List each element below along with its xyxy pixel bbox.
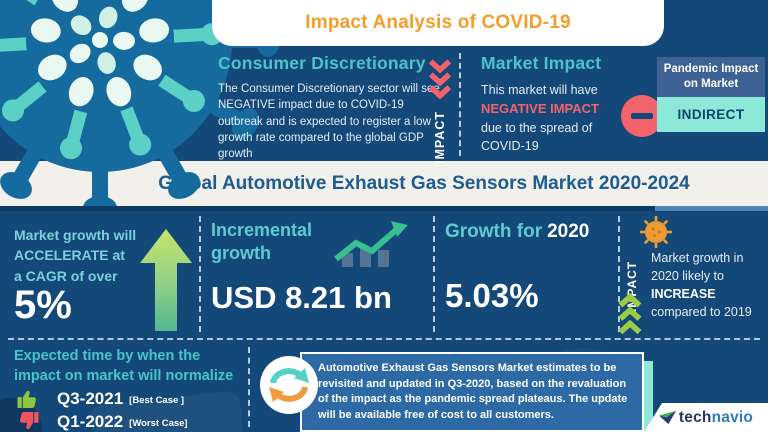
sector-impact-indicator: IMPACT [427,56,453,164]
market-impact-line: due to the spread of [481,120,593,135]
chevrons-down-icon [428,59,452,100]
incremental-line: Incremental [211,220,313,240]
outlook-statement: Market growth in 2020 likely to INCREASE… [651,249,767,322]
minus-circle-icon [621,95,663,137]
consumer-discretionary-body: The Consumer Discretionary sector will s… [218,83,440,161]
growth-label-text: Growth for [445,221,543,242]
cagr-statement: Market growth will ACCELERATE at a CAGR … [14,225,136,286]
refresh-icon [260,356,318,414]
report-title: Global Automotive Exhaust Gas Sensors Ma… [158,172,690,194]
outlook-highlight: INCREASE [651,287,716,302]
pandemic-impact-label: Pandemic Impact on Market [657,57,765,97]
worst-case-value: Q1-2022 [57,411,124,431]
coronavirus-illustration-icon [0,0,280,206]
incremental-growth-label: Incremental growth [211,219,312,264]
market-impact-highlight: NEGATIVE IMPACT [481,100,599,116]
outlook-line: compared to 2019 [651,305,752,320]
thumb-up-icon [17,390,36,409]
best-case-row: Q3-2021 [Best Case ] [16,388,184,409]
worst-case-label: [Worst Case] [129,418,188,429]
pandemic-impact-value: INDIRECT [657,96,765,132]
market-impact-line: This market will have [481,83,598,97]
outlook-line: 2020 likely to [651,269,724,284]
best-case-label: [Best Case ] [129,395,185,406]
consumer-discretionary-title: Consumer Discretionary [218,53,426,73]
dashed-divider-horizontal [8,338,760,340]
thumb-down-icon [20,411,39,430]
banner-title: Impact Analysis of COVID-19 [305,12,571,33]
impact-vertical-label: IMPACT [433,111,447,164]
market-impact-line: COVID-19 [481,139,539,154]
technavio-arrow-icon [659,410,676,424]
outlook-line: Market growth in [651,251,744,265]
cagr-line: Market growth will [14,227,137,243]
incremental-growth-value: USD 8.21 bn [211,280,392,315]
cagr-value: 5% [14,283,72,327]
cagr-line: a CAGR of over [14,267,118,284]
incremental-line: growth [211,242,271,263]
growth-arrow-icon [140,229,192,331]
dashed-divider-vertical [618,216,620,332]
logo-text-tech: tech [678,408,712,426]
market-impact-section: Market Impact This market will have NEGA… [481,53,643,156]
line-chart-icon [334,221,408,267]
dashed-divider-vertical [248,347,250,427]
logo-text-navio: navio [711,408,754,426]
growth-label-year: 2020 [547,221,590,242]
virus-sun-icon [640,216,672,248]
consumer-discretionary-section: Consumer Discretionary The Consumer Disc… [218,53,448,163]
normalize-heading: Expected time by when the impact on mark… [14,347,233,386]
divider-accent-right [655,206,768,211]
dashed-divider-vertical [433,216,435,332]
divider-accent-line [0,206,768,211]
dashed-divider-vertical [459,53,461,156]
normalize-line: impact on market will normalize [14,367,234,384]
worst-case-row: Q1-2022 [Worst Case] [16,411,188,432]
growth-2020-value: 5.03% [445,277,539,314]
market-impact-title: Market Impact [481,53,602,73]
chevrons-up-icon [618,293,642,335]
minus-bar [631,113,653,119]
top-banner: Impact Analysis of COVID-19 [212,0,664,46]
growth-2020-label: Growth for 2020 [445,221,589,243]
cagr-line: ACCELERATE at [14,247,125,264]
best-case-value: Q3-2021 [57,388,124,408]
technavio-logo: tech navio [644,403,768,432]
market-title-band: Global Automotive Exhaust Gas Sensors Ma… [0,161,768,206]
pandemic-impact-box: Pandemic Impact on Market INDIRECT [657,57,765,132]
dashed-divider-vertical [199,216,201,332]
normalize-line: Expected time by when the [14,348,201,364]
update-note-box: Automotive Exhaust Gas Sensors Market es… [300,352,644,432]
